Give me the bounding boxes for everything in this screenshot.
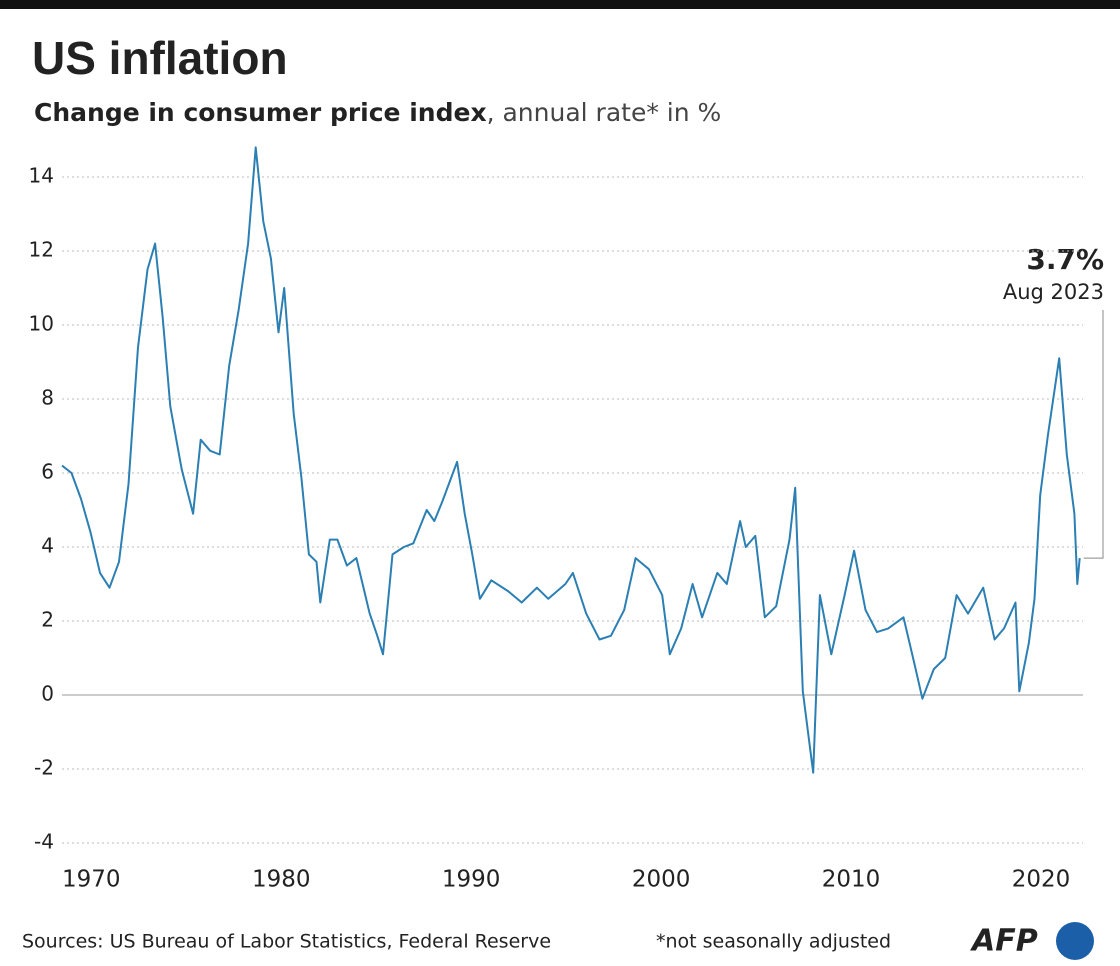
y-tick-label: 10: [29, 312, 54, 336]
chart-title: US inflation: [32, 32, 288, 84]
top-bar: [0, 0, 1120, 9]
x-tick-label: 2020: [1012, 867, 1071, 893]
subtitle-bold: Change in consumer price index: [34, 98, 487, 127]
y-tick-label: 12: [29, 238, 54, 262]
x-tick-label: 1990: [442, 867, 501, 893]
y-tick-label: 0: [41, 682, 54, 706]
x-tick-label: 2000: [632, 867, 691, 893]
x-tick-label: 2010: [822, 867, 881, 893]
y-tick-label: 2: [41, 608, 54, 632]
logo-dot: [1056, 922, 1094, 960]
annotation-value: 3.7%: [1026, 243, 1104, 276]
logo: AFP: [970, 924, 1038, 959]
subtitle-rest: , annual rate* in %: [487, 98, 722, 127]
y-tick-label: -2: [34, 756, 54, 780]
y-tick-label: 8: [41, 386, 54, 410]
series-line: [61, 146, 1081, 774]
y-tick-label: 6: [41, 460, 54, 484]
source: Sources: US Bureau of Labor Statistics, …: [22, 931, 551, 953]
annotation-connector: [1083, 310, 1104, 559]
x-tick-label: 1980: [252, 867, 311, 893]
y-tick-label: 4: [41, 534, 54, 558]
subtitle: Change in consumer price index, annual r…: [34, 98, 721, 127]
y-tick-label: 14: [29, 164, 54, 188]
note: *not seasonally adjusted: [656, 931, 891, 953]
x-tick-label: 1970: [62, 867, 121, 893]
annotation-date: Aug 2023: [1003, 280, 1104, 304]
y-tick-label: -4: [34, 830, 54, 854]
